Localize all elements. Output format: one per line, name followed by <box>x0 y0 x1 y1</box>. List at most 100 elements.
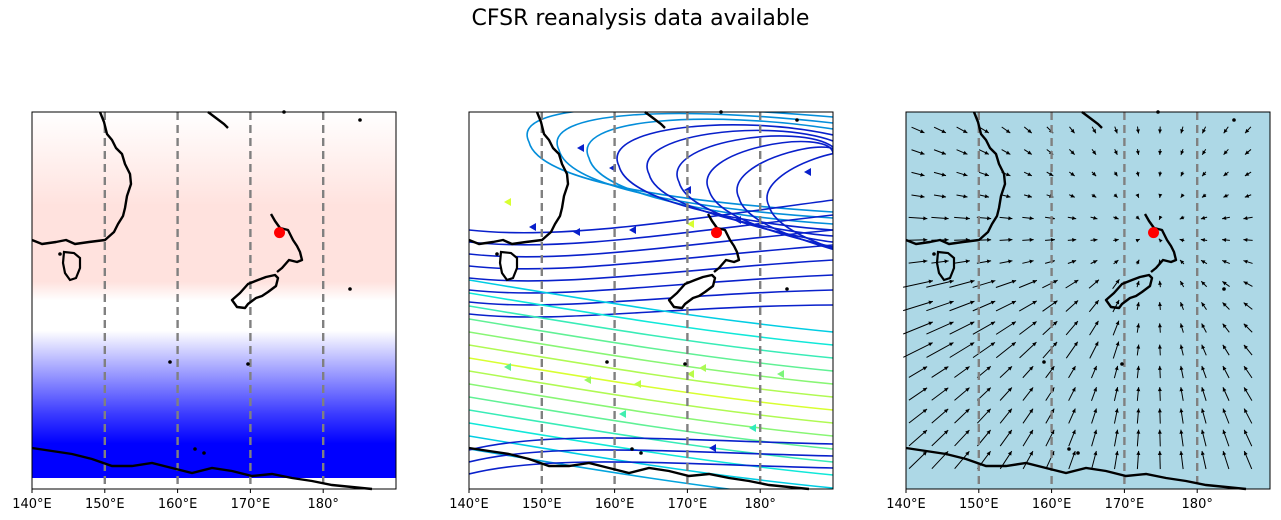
wind-arrowhead <box>949 300 954 305</box>
wind-arrowhead <box>922 451 927 456</box>
wind-arrowhead <box>1180 193 1185 198</box>
wind-arrowhead <box>1135 280 1140 286</box>
tick-label: 150°E <box>85 497 125 512</box>
wind-arrowhead <box>1136 344 1141 349</box>
wind-arrowhead <box>1136 302 1140 307</box>
wind-arrow <box>949 300 975 312</box>
wind-arrowhead <box>990 300 996 305</box>
wind-arrowhead <box>1179 387 1184 392</box>
streamline <box>736 146 833 255</box>
wind-arrow <box>949 280 975 288</box>
streamline <box>556 112 833 219</box>
location-marker <box>711 227 723 239</box>
wind-arrowhead <box>1157 323 1162 328</box>
island <box>1076 451 1080 455</box>
wind-arrowhead <box>928 342 933 347</box>
wind-arrowhead <box>1136 450 1141 456</box>
wind-arrowhead <box>1243 302 1249 307</box>
wind-arrowhead <box>1179 215 1185 220</box>
wind-arrowhead <box>1245 150 1250 155</box>
wind-arrowhead <box>965 451 970 456</box>
island <box>495 252 499 256</box>
wind-arrowhead <box>920 129 925 134</box>
wind-arrowhead <box>1135 259 1140 265</box>
wind-arrowhead <box>1071 259 1077 264</box>
wind-arrowhead <box>1157 365 1162 370</box>
wind-arrowhead <box>1093 238 1098 243</box>
wind-arrowhead <box>1157 408 1162 413</box>
wind-arrow <box>926 342 954 358</box>
wind-arrowhead <box>928 279 933 284</box>
tick-label: 170°E <box>231 497 271 512</box>
island <box>1067 447 1071 451</box>
wind-arrowhead <box>1158 280 1163 285</box>
wind-arrowhead <box>1114 365 1119 371</box>
wind-arrowhead <box>969 342 975 347</box>
wind-arrowhead <box>1222 216 1227 220</box>
tick-label: 180° <box>745 497 776 512</box>
wind-arrow <box>995 341 1017 359</box>
island <box>1222 287 1226 291</box>
streamline-arrow <box>504 198 511 206</box>
wind-arrowhead <box>1157 429 1162 434</box>
wind-arrowhead <box>1158 302 1162 307</box>
island <box>795 118 799 122</box>
wind-arrowhead <box>1223 193 1228 198</box>
wind-arrowhead <box>1007 451 1012 456</box>
wind-arrowhead <box>1006 194 1011 199</box>
wind-arrowhead <box>1007 429 1012 435</box>
wind-arrowhead <box>1070 150 1075 155</box>
island <box>605 360 609 364</box>
wind-arrowhead <box>1029 259 1034 264</box>
wind-arrowhead <box>1073 341 1078 347</box>
coastline-nz-north <box>1143 213 1178 273</box>
wind-arrowhead <box>1244 193 1250 198</box>
wind-arrowhead <box>1114 128 1118 134</box>
wind-arrowhead <box>941 194 947 199</box>
wind-arrowhead <box>1114 260 1119 265</box>
wind-arrowhead <box>1070 193 1075 198</box>
streamline <box>676 135 833 243</box>
wind-arrowhead <box>1179 365 1184 371</box>
wind-arrowhead <box>1244 387 1248 392</box>
wind-arrowhead <box>1092 260 1098 264</box>
streamline <box>469 305 833 359</box>
wind-arrowhead <box>928 321 933 326</box>
streamline <box>469 279 833 333</box>
coastline-nz-south <box>667 273 717 310</box>
wind-arrowhead <box>963 194 968 199</box>
wind-arrowhead <box>990 321 996 326</box>
wind-arrowhead <box>1053 300 1058 305</box>
wind-arrowhead <box>1201 260 1206 264</box>
streamline-arrow <box>529 223 536 231</box>
wind-arrowhead <box>1135 193 1140 198</box>
wind-arrow <box>926 280 954 288</box>
wind-arrowhead <box>1179 429 1184 434</box>
streamline <box>469 344 833 398</box>
island <box>630 447 634 451</box>
wind-arrowhead <box>1180 129 1185 134</box>
coastline-nz-north <box>706 213 741 273</box>
wind-arrowhead <box>965 366 970 371</box>
streamline <box>469 370 833 424</box>
wind-arrowhead <box>1222 260 1227 264</box>
streamline-arrow <box>629 226 636 234</box>
wind-arrowhead <box>1135 129 1140 134</box>
wind-arrowhead <box>1158 150 1163 155</box>
streamline-arrow <box>573 228 580 236</box>
wind-arrowhead <box>965 387 970 392</box>
island <box>348 287 352 291</box>
coastline-australia <box>905 111 1007 246</box>
wind-arrowhead <box>1223 128 1228 134</box>
wind-arrowhead <box>1094 300 1099 305</box>
island <box>168 360 172 364</box>
wind-arrowhead <box>1114 429 1119 434</box>
wind-arrowhead <box>1243 216 1248 221</box>
wind-arrowhead <box>965 408 970 414</box>
wind-arrowhead <box>1243 237 1248 242</box>
wind-arrowhead <box>1071 408 1076 413</box>
wind-arrowhead <box>1158 172 1163 177</box>
wind-arrowhead <box>965 216 970 221</box>
wind-arrow <box>972 300 996 312</box>
coastline-antarctica <box>31 446 373 491</box>
